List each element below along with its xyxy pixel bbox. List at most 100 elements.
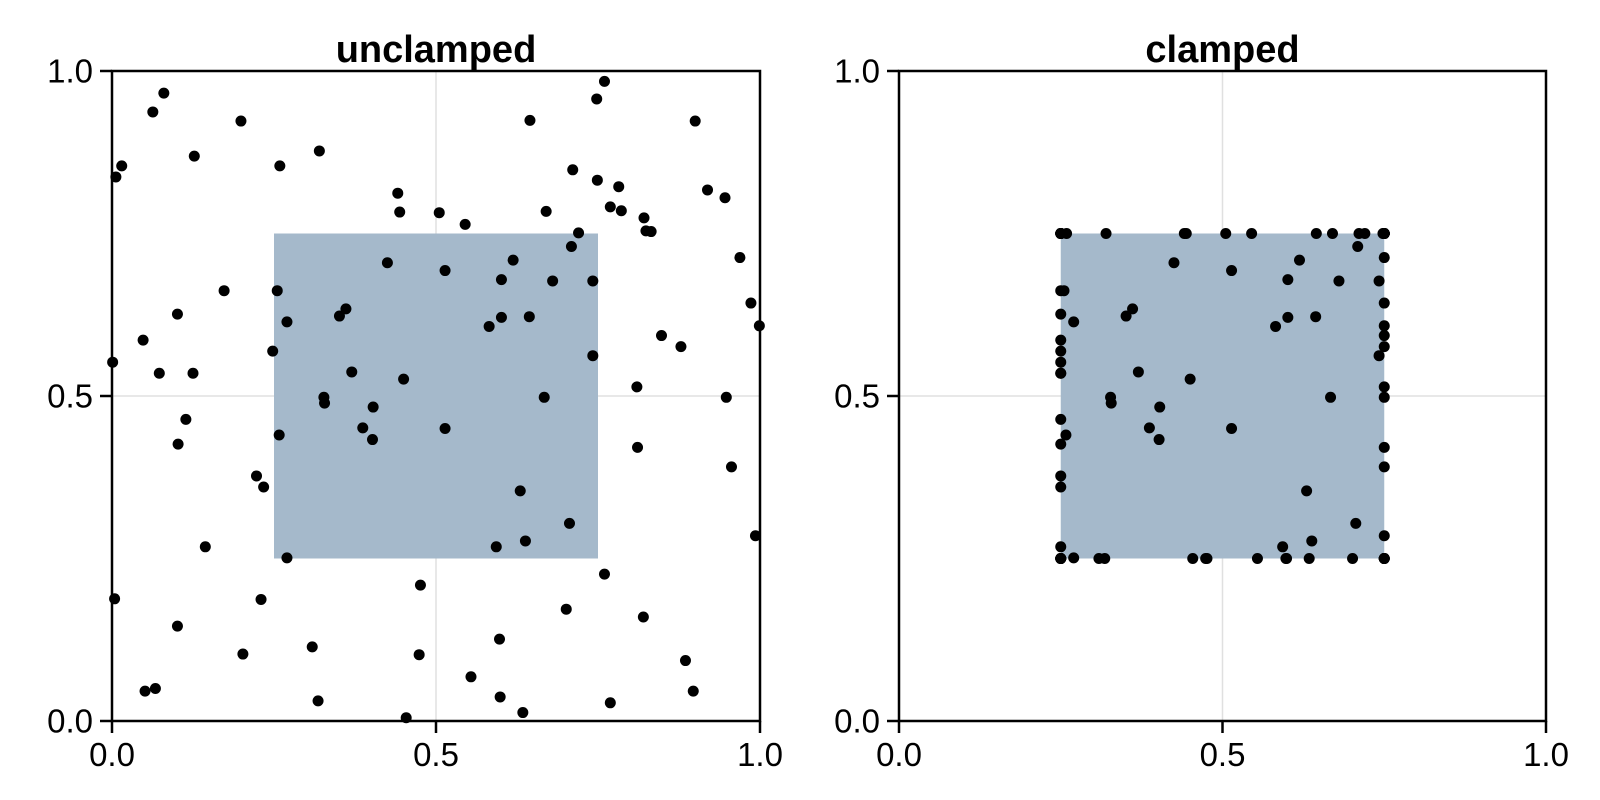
data-point bbox=[413, 649, 425, 661]
data-point bbox=[675, 341, 687, 353]
data-point bbox=[753, 320, 765, 332]
data-point bbox=[1347, 553, 1359, 564]
data-point bbox=[1378, 441, 1390, 453]
data-point bbox=[1154, 401, 1166, 413]
plot-title-unclamped: unclamped bbox=[336, 29, 537, 71]
data-point bbox=[523, 311, 535, 323]
data-point bbox=[398, 373, 410, 385]
data-point bbox=[1378, 330, 1390, 342]
data-point bbox=[1100, 228, 1112, 239]
data-point bbox=[1180, 228, 1192, 239]
data-point bbox=[587, 350, 599, 362]
data-point bbox=[281, 552, 293, 564]
data-point bbox=[188, 150, 200, 162]
data-point bbox=[1055, 367, 1067, 379]
data-point bbox=[1060, 429, 1072, 441]
data-point bbox=[490, 541, 502, 553]
plot-clamped: 0.0 0.5 1.0 0.0 0.5 1.0 bbox=[834, 53, 1569, 774]
data-point bbox=[199, 541, 211, 553]
data-point bbox=[631, 381, 643, 393]
y-tick-label: 1.0 bbox=[834, 53, 880, 90]
data-point bbox=[565, 241, 577, 252]
data-point bbox=[1055, 356, 1067, 368]
data-point bbox=[587, 275, 599, 287]
plot-title-clamped: clamped bbox=[1145, 29, 1299, 71]
x-tick-label: 0.0 bbox=[89, 736, 135, 773]
data-point bbox=[702, 184, 714, 196]
data-point bbox=[734, 252, 746, 264]
data-point bbox=[637, 611, 649, 623]
data-point bbox=[158, 87, 170, 99]
data-point bbox=[1055, 553, 1067, 564]
data-point bbox=[1246, 228, 1258, 239]
data-point bbox=[1187, 553, 1199, 564]
x-tick-label: 0.5 bbox=[413, 736, 459, 773]
x-tick-label: 0.5 bbox=[1200, 736, 1246, 773]
data-point bbox=[567, 164, 579, 176]
data-point bbox=[116, 160, 128, 172]
data-point bbox=[109, 593, 121, 605]
data-point bbox=[1350, 517, 1362, 529]
data-point bbox=[171, 308, 183, 320]
data-point bbox=[255, 593, 267, 605]
data-point bbox=[1352, 241, 1364, 252]
data-point bbox=[273, 429, 285, 441]
data-point bbox=[656, 330, 668, 342]
data-point bbox=[340, 303, 352, 315]
data-point bbox=[187, 367, 199, 379]
data-point bbox=[615, 205, 627, 217]
x-tick-label: 1.0 bbox=[1523, 736, 1569, 773]
data-point bbox=[519, 535, 531, 547]
data-point bbox=[319, 397, 331, 409]
data-point bbox=[1378, 530, 1390, 542]
data-point bbox=[604, 201, 616, 213]
data-point bbox=[180, 413, 192, 425]
y-tick-label: 0.0 bbox=[47, 703, 93, 740]
data-point bbox=[1281, 553, 1293, 564]
x-tick-label: 0.0 bbox=[876, 736, 922, 773]
data-point bbox=[433, 207, 445, 219]
data-point bbox=[251, 470, 263, 482]
data-point bbox=[514, 485, 526, 497]
data-point bbox=[1200, 553, 1212, 564]
data-point bbox=[439, 423, 451, 434]
data-point bbox=[1310, 228, 1322, 239]
data-point bbox=[1168, 257, 1180, 269]
data-point bbox=[172, 438, 184, 450]
data-point bbox=[381, 257, 393, 269]
data-point bbox=[235, 115, 247, 127]
data-point bbox=[725, 461, 737, 473]
data-point bbox=[110, 171, 122, 183]
data-point bbox=[465, 671, 477, 683]
data-point bbox=[720, 391, 732, 403]
data-point bbox=[394, 206, 406, 218]
data-point bbox=[1282, 274, 1294, 286]
data-point bbox=[1251, 553, 1263, 564]
data-point bbox=[1068, 552, 1080, 564]
data-point bbox=[149, 683, 161, 694]
data-point bbox=[598, 75, 610, 87]
data-point bbox=[346, 366, 358, 378]
data-point bbox=[1055, 345, 1067, 357]
data-point bbox=[1055, 308, 1067, 320]
data-point bbox=[1061, 228, 1073, 239]
data-point bbox=[459, 218, 471, 230]
data-point bbox=[1277, 541, 1289, 553]
data-point bbox=[1378, 320, 1390, 332]
data-point bbox=[1306, 535, 1318, 547]
data-point bbox=[414, 579, 426, 591]
data-point bbox=[137, 334, 149, 346]
data-point bbox=[1226, 423, 1238, 434]
data-point bbox=[1270, 320, 1282, 332]
data-point bbox=[306, 641, 318, 653]
data-point bbox=[613, 181, 625, 193]
data-point bbox=[1226, 265, 1238, 277]
data-point bbox=[271, 285, 283, 297]
data-point bbox=[749, 530, 761, 542]
data-point bbox=[1301, 485, 1313, 497]
data-point bbox=[333, 310, 345, 322]
data-point bbox=[1120, 310, 1132, 322]
data-point bbox=[153, 367, 165, 379]
